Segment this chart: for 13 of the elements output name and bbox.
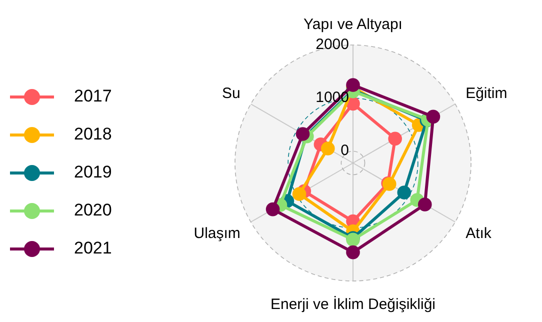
spoke-label: Eğitim	[466, 85, 508, 102]
y-tick-label: 0	[340, 142, 349, 160]
legend-label: 2018	[74, 124, 112, 144]
spoke-label: Yapı ve Altyapı	[304, 16, 402, 33]
legend-label: 2021	[74, 238, 112, 258]
spoke-label: Atık	[466, 225, 492, 242]
spoke-label: Ulaşım	[194, 225, 240, 242]
legend-label: 2020	[74, 200, 112, 220]
legend-label: 2019	[74, 162, 112, 182]
spoke-label: Su	[222, 85, 240, 102]
legend-label: 2017	[74, 86, 112, 106]
spoke-label: Enerji ve İklim Değişikliği	[270, 295, 436, 313]
y-tick-label: 2000	[316, 36, 349, 53]
